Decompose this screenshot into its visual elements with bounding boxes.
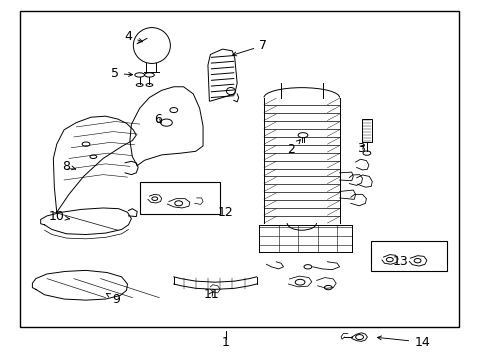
Ellipse shape [90, 155, 97, 158]
Ellipse shape [413, 258, 420, 263]
Bar [20, 12, 458, 327]
Ellipse shape [304, 265, 311, 269]
Ellipse shape [146, 84, 153, 86]
Text: 14: 14 [377, 336, 429, 348]
Text: 10: 10 [48, 210, 69, 223]
Text: 1: 1 [222, 336, 229, 349]
Text: 12: 12 [218, 207, 233, 220]
Text: 6: 6 [153, 113, 161, 126]
Ellipse shape [355, 334, 363, 339]
Bar [361, 119, 371, 142]
Ellipse shape [362, 151, 370, 155]
Text: 7: 7 [232, 39, 266, 56]
Text: 11: 11 [203, 288, 219, 301]
Ellipse shape [226, 87, 235, 95]
Text: 4: 4 [124, 30, 142, 43]
Ellipse shape [82, 142, 90, 146]
Ellipse shape [160, 119, 172, 126]
Ellipse shape [324, 285, 331, 290]
Ellipse shape [298, 133, 307, 138]
Ellipse shape [152, 197, 158, 201]
Text: 8: 8 [62, 160, 76, 173]
Ellipse shape [135, 73, 144, 77]
Ellipse shape [174, 201, 182, 206]
Ellipse shape [295, 279, 305, 285]
Bar [370, 241, 446, 271]
Text: 5: 5 [110, 67, 132, 80]
Text: 13: 13 [392, 255, 407, 268]
Bar [140, 182, 220, 214]
Ellipse shape [136, 84, 143, 86]
Text: 9: 9 [106, 293, 120, 306]
Ellipse shape [133, 28, 170, 63]
Ellipse shape [386, 257, 392, 262]
Text: 2: 2 [286, 140, 300, 156]
Ellipse shape [144, 73, 154, 77]
Text: 3: 3 [356, 142, 364, 155]
Ellipse shape [169, 108, 177, 113]
